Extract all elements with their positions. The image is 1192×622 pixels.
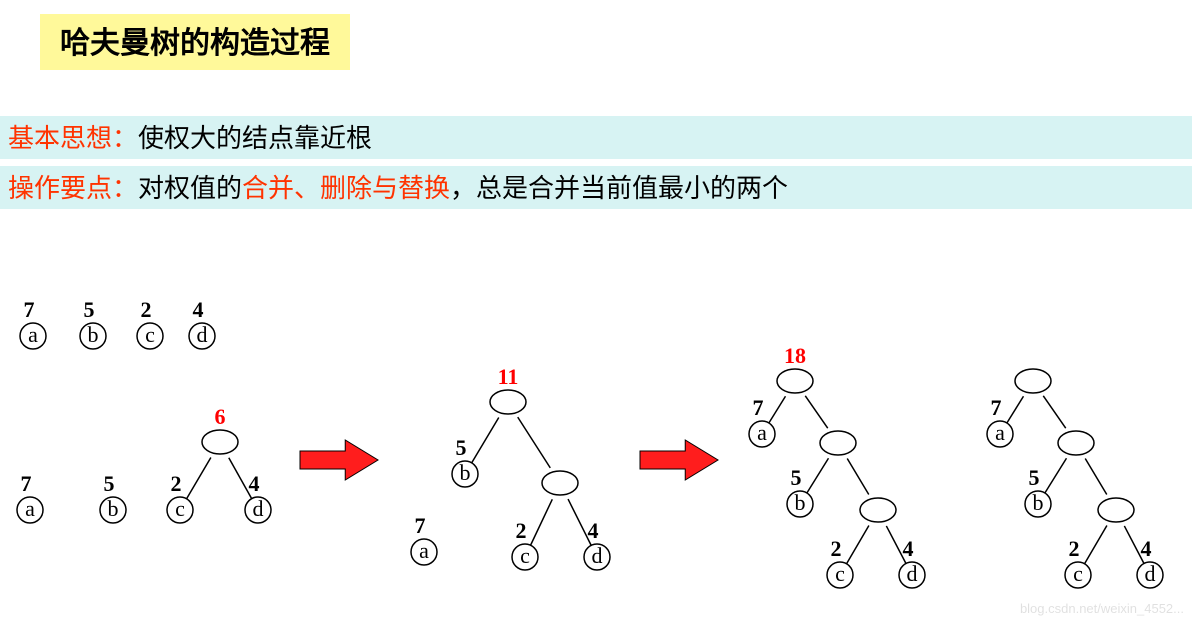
svg-text:a: a — [757, 420, 767, 445]
svg-text:4: 4 — [1141, 536, 1152, 561]
svg-text:7: 7 — [991, 395, 1002, 420]
svg-text:2: 2 — [1069, 536, 1080, 561]
internal-node-step3-0: 18 — [777, 343, 813, 393]
leaf-node-d: d4 — [189, 297, 215, 349]
svg-text:d: d — [1145, 561, 1156, 586]
leaf-node-d: d4 — [1137, 536, 1163, 588]
leaf-node-d: d4 — [245, 471, 271, 523]
svg-text:7: 7 — [415, 513, 426, 538]
svg-text:7: 7 — [753, 395, 764, 420]
leaf-node-b: b5 — [1025, 465, 1051, 517]
svg-text:b: b — [88, 322, 99, 347]
internal-node-step4-1 — [1058, 431, 1094, 455]
internal-node-step3-2 — [860, 498, 896, 522]
leaf-node-b: b5 — [100, 471, 126, 523]
svg-text:b: b — [460, 460, 471, 485]
internal-node-step4-2 — [1098, 498, 1134, 522]
svg-text:4: 4 — [588, 518, 599, 543]
leaf-node-b: b5 — [787, 465, 813, 517]
internal-node-6: 6 — [202, 404, 238, 454]
leaf-node-c: c2 — [1065, 536, 1091, 588]
svg-text:b: b — [108, 496, 119, 521]
svg-text:c: c — [175, 496, 185, 521]
svg-text:4: 4 — [249, 471, 260, 496]
svg-text:5: 5 — [84, 297, 95, 322]
internal-node-step2-1 — [542, 471, 578, 495]
arrow-icon — [640, 440, 718, 480]
leaf-node-c: c2 — [167, 471, 193, 523]
leaf-node-d: d4 — [899, 536, 925, 588]
svg-text:7: 7 — [24, 297, 35, 322]
svg-text:5: 5 — [456, 435, 467, 460]
svg-text:d: d — [197, 322, 208, 347]
svg-text:a: a — [995, 420, 1005, 445]
svg-text:c: c — [520, 543, 530, 568]
svg-text:18: 18 — [784, 343, 806, 368]
svg-text:2: 2 — [516, 518, 527, 543]
internal-node-step4-0 — [1015, 369, 1051, 393]
svg-text:4: 4 — [193, 297, 204, 322]
svg-text:5: 5 — [104, 471, 115, 496]
leaf-node-b: b5 — [452, 435, 478, 487]
svg-text:a: a — [419, 538, 429, 563]
svg-text:5: 5 — [791, 465, 802, 490]
leaf-node-b: b5 — [80, 297, 106, 349]
huffman-diagram: a7b5c2d4a7b5c2d46a7b5c2d411a7b5c2d418a7b… — [0, 0, 1192, 622]
leaf-node-a: a7 — [987, 395, 1013, 447]
svg-text:d: d — [907, 561, 918, 586]
svg-text:6: 6 — [215, 404, 226, 429]
leaf-node-c: c2 — [512, 518, 538, 570]
svg-text:c: c — [835, 561, 845, 586]
svg-text:7: 7 — [21, 471, 32, 496]
svg-text:a: a — [28, 322, 38, 347]
leaf-node-c: c2 — [137, 297, 163, 349]
arrow-icon — [300, 440, 378, 480]
leaf-node-a: a7 — [749, 395, 775, 447]
svg-text:c: c — [145, 322, 155, 347]
svg-text:2: 2 — [171, 471, 182, 496]
leaf-node-a: a7 — [411, 513, 437, 565]
leaf-node-a: a7 — [20, 297, 46, 349]
svg-text:4: 4 — [903, 536, 914, 561]
svg-text:a: a — [25, 496, 35, 521]
svg-text:b: b — [1033, 490, 1044, 515]
svg-text:d: d — [592, 543, 603, 568]
svg-text:11: 11 — [498, 364, 519, 389]
svg-text:2: 2 — [831, 536, 842, 561]
leaf-node-d: d4 — [584, 518, 610, 570]
svg-text:c: c — [1073, 561, 1083, 586]
internal-node-step3-1 — [820, 431, 856, 455]
svg-text:5: 5 — [1029, 465, 1040, 490]
leaf-node-c: c2 — [827, 536, 853, 588]
leaf-node-a: a7 — [17, 471, 43, 523]
svg-text:2: 2 — [141, 297, 152, 322]
svg-text:b: b — [795, 490, 806, 515]
svg-text:d: d — [253, 496, 264, 521]
internal-node-step2-0: 11 — [490, 364, 526, 414]
